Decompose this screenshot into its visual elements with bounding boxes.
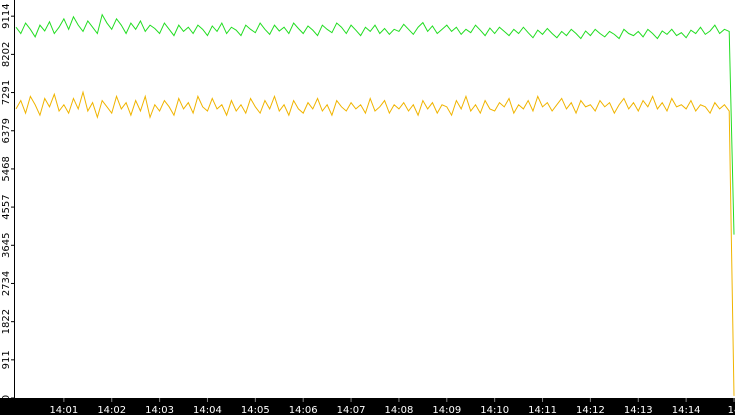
- y-tick-label: 5468: [1, 156, 12, 181]
- x-tick-label: 14:08: [385, 405, 414, 415]
- y-tick-label: 8202: [1, 42, 12, 67]
- x-tick-label: 14:11: [528, 405, 557, 415]
- x-tick-label: 14:13: [624, 405, 653, 415]
- x-tick-label: 14:01: [49, 405, 78, 415]
- x-tick-label: 14: [728, 405, 735, 415]
- x-tick-label: 14:14: [672, 405, 701, 415]
- y-tick-label: 9114: [1, 3, 12, 28]
- x-tick-label: 14:12: [576, 405, 605, 415]
- series-line: [15, 13, 735, 235]
- series-line: [15, 90, 735, 396]
- x-tick-label: 14:09: [432, 405, 461, 415]
- y-tick-label: 3645: [1, 233, 12, 258]
- x-tick-label: 14:07: [337, 405, 366, 415]
- y-tick-label: 6379: [1, 118, 12, 143]
- x-axis-bar: [0, 398, 735, 415]
- x-tick-label: 14:03: [145, 405, 174, 415]
- y-tick-label: 2734: [1, 271, 12, 296]
- x-tick-label: 14:06: [289, 405, 318, 415]
- x-tick-label: 14:05: [241, 405, 270, 415]
- y-tick-label: 7291: [1, 80, 12, 105]
- y-tick-label: 0: [1, 395, 12, 401]
- x-tick-label: 14:04: [193, 405, 222, 415]
- y-tick-label: 911: [1, 350, 12, 369]
- y-tick-label: 4557: [1, 194, 12, 219]
- y-tick-label: 1822: [1, 309, 12, 334]
- x-tick-label: 14:02: [97, 405, 126, 415]
- x-tick-label: 14:10: [480, 405, 509, 415]
